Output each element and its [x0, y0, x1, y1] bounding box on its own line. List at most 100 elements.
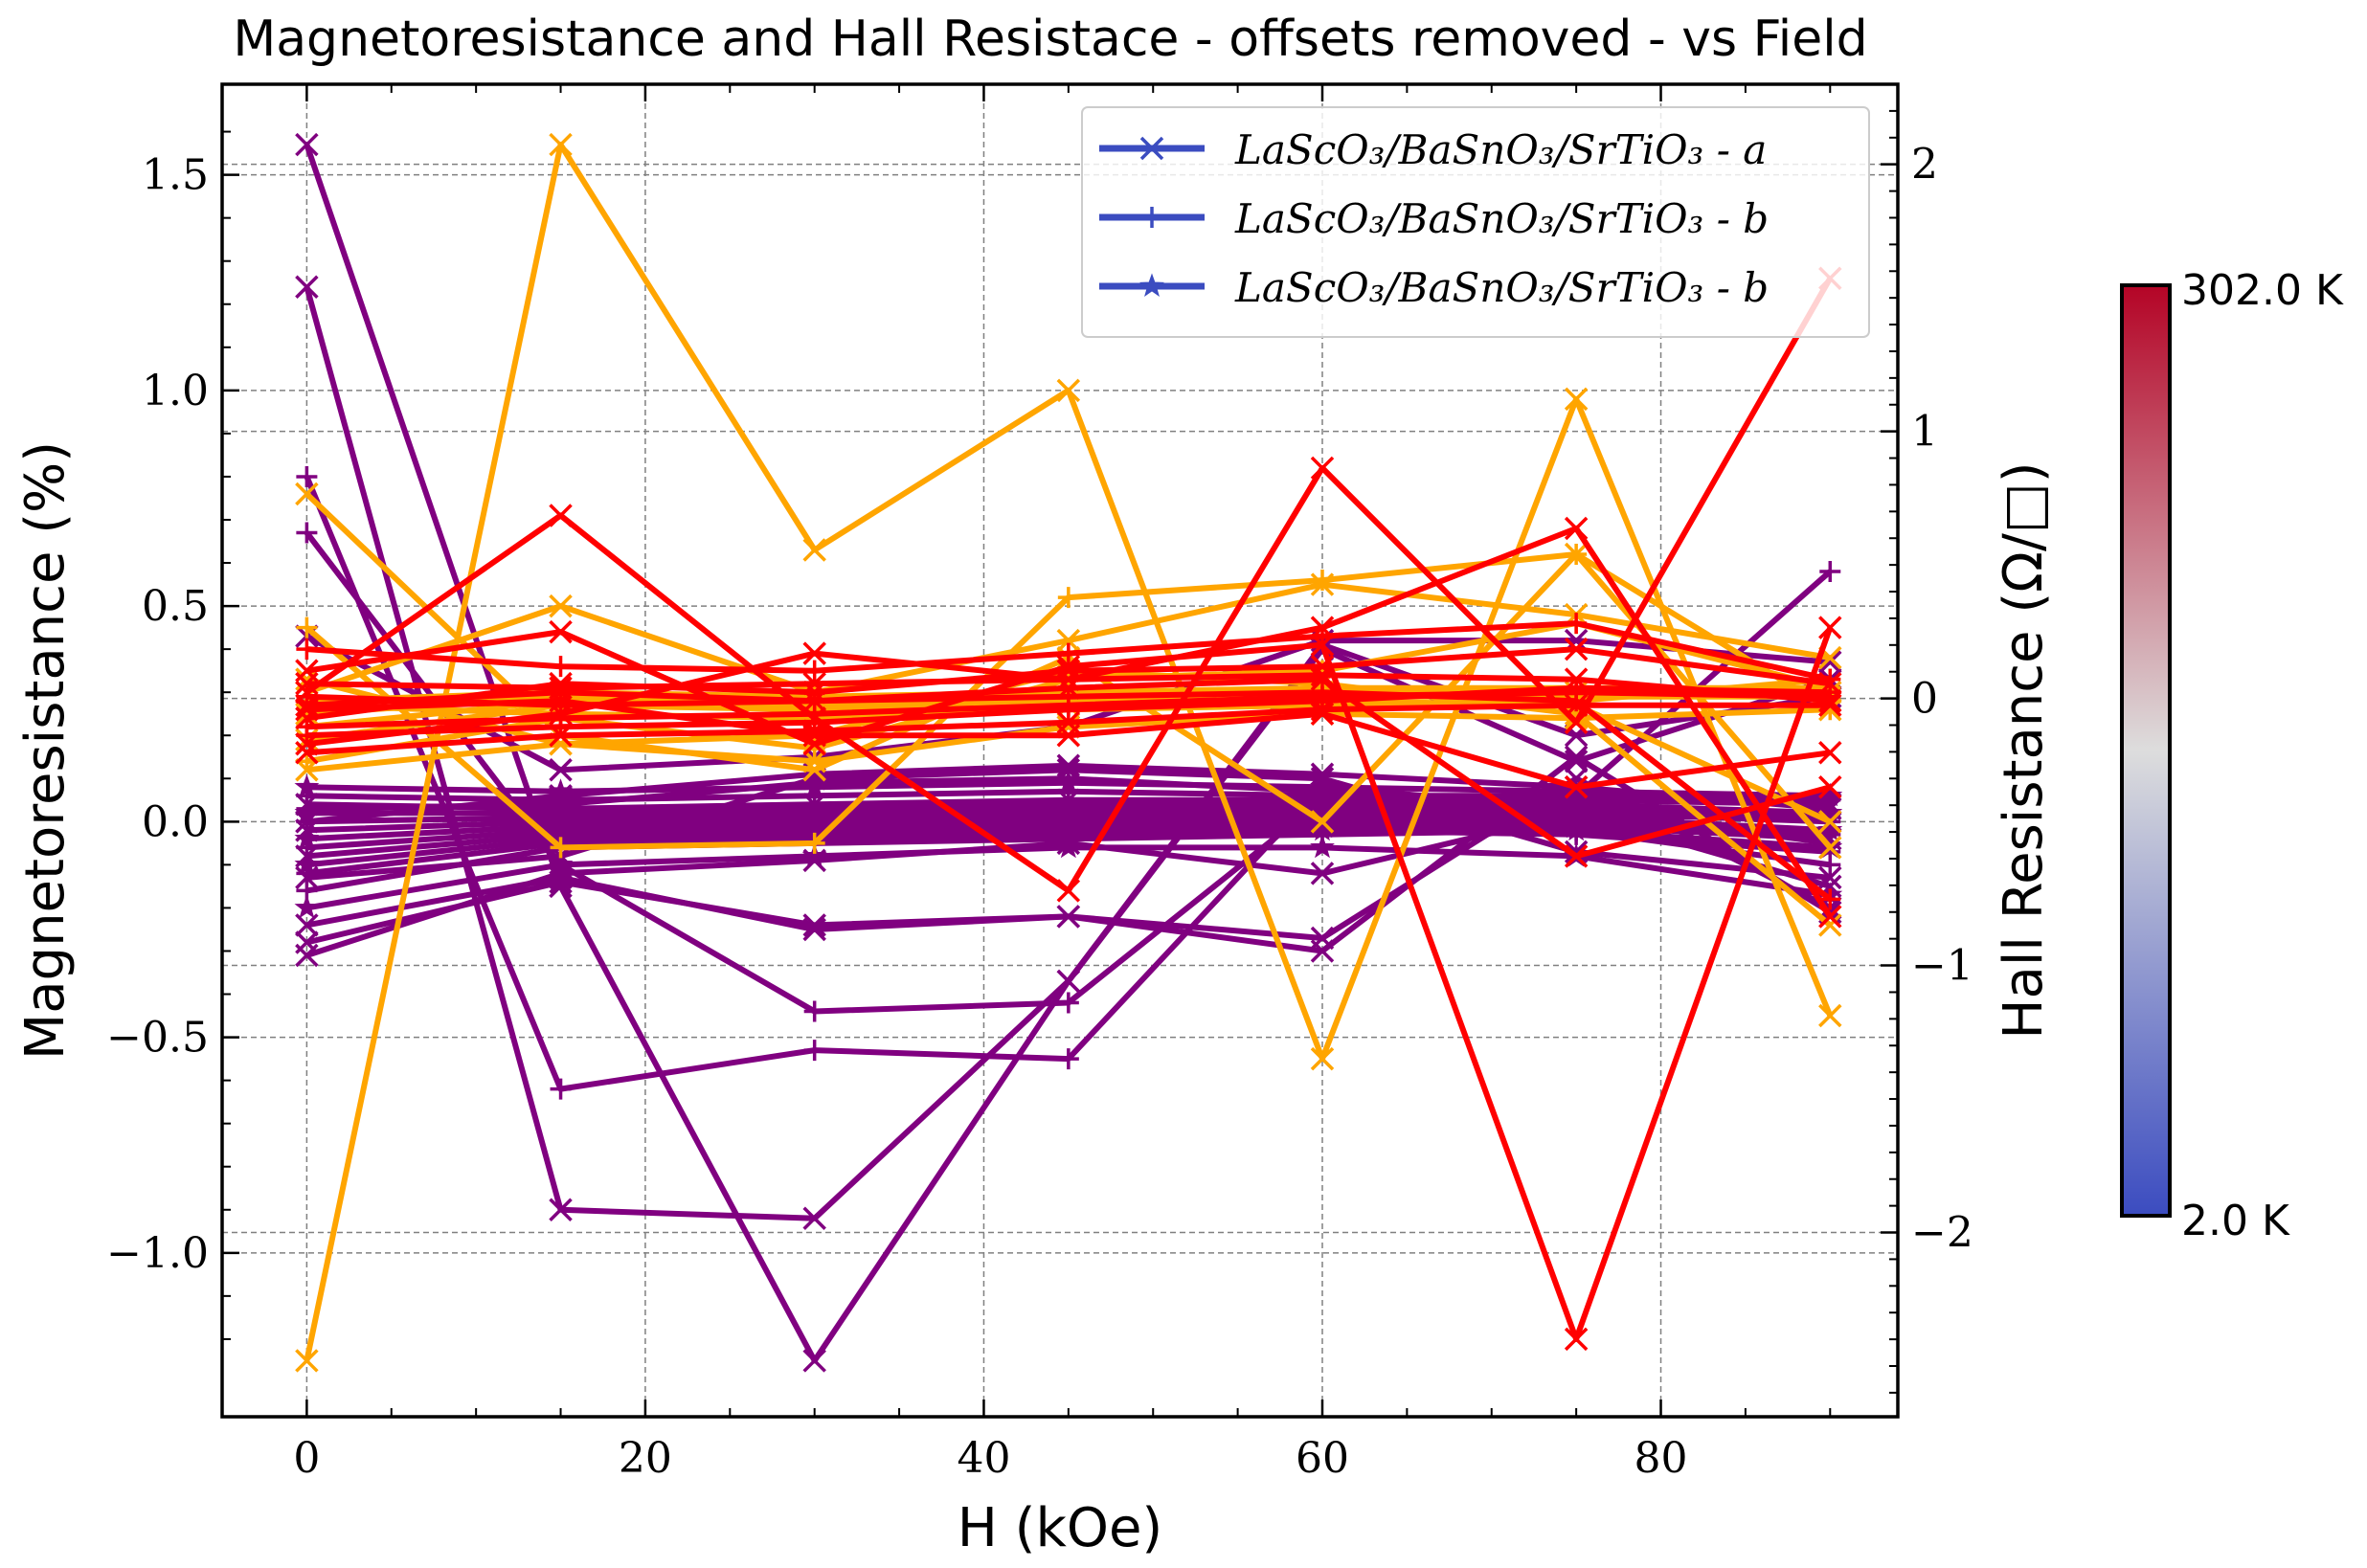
y-tick-label: −1.0 — [106, 1229, 209, 1278]
data-point — [1818, 865, 1842, 890]
data-point — [550, 1078, 572, 1100]
data-point — [1818, 913, 1842, 937]
data-point — [803, 1040, 825, 1062]
data-point — [1564, 745, 1589, 769]
data-point — [802, 1206, 826, 1231]
data-point — [802, 538, 826, 562]
data-point — [296, 638, 318, 661]
data-point — [294, 825, 320, 850]
legend-box — [1081, 106, 1870, 338]
plot-frame — [220, 82, 1900, 1419]
y2-tick-label: −2 — [1911, 1209, 1973, 1258]
data-point — [295, 275, 319, 299]
y2-axis-label: Hall Resistance (Ω/□) — [1993, 461, 2055, 1039]
data-point — [802, 1349, 826, 1373]
y-tick-label: −0.5 — [106, 1014, 209, 1063]
colorbar: 302.0 K 2.0 K — [2120, 266, 2344, 1245]
data-point — [1310, 862, 1335, 885]
data-point — [296, 522, 318, 544]
x-axis-label: H (kOe) — [958, 1497, 1163, 1559]
data-point — [550, 694, 572, 716]
data-point — [1057, 992, 1079, 1014]
data-point — [295, 132, 319, 157]
data-point — [296, 797, 318, 819]
x-tick-label: 40 — [957, 1434, 1010, 1483]
data-point — [803, 660, 825, 682]
data-point — [549, 504, 573, 527]
data-point — [1056, 879, 1081, 903]
data-point — [296, 616, 318, 638]
data-point — [550, 837, 572, 859]
y-axis-label: Magnetoresistance (%) — [14, 441, 77, 1060]
data-point — [1566, 544, 1588, 566]
series-red — [296, 682, 1841, 910]
data-point — [549, 132, 573, 157]
data-point — [1566, 690, 1588, 712]
data-point — [1818, 810, 1842, 834]
data-point — [1564, 710, 1589, 734]
x-tick-label: 80 — [1634, 1434, 1688, 1483]
y2-tick-label: 2 — [1911, 141, 1938, 190]
data-point — [1564, 1327, 1589, 1352]
series-orange — [296, 544, 1841, 859]
data-point — [295, 1349, 319, 1373]
data-point — [549, 1198, 573, 1222]
data-point — [549, 758, 573, 782]
y-tick-label: 1.0 — [142, 367, 209, 415]
data-point — [1056, 628, 1081, 653]
data-point — [1057, 685, 1079, 707]
y-tick-label: 0.5 — [142, 582, 209, 631]
data-point — [549, 865, 573, 890]
legend-label: LaScO₃/BaSnO₃/SrTiO₃ - b — [1234, 195, 1769, 242]
data-point — [802, 719, 826, 743]
data-point — [295, 810, 319, 834]
data-point — [295, 482, 319, 506]
y2-tick-label: 0 — [1911, 675, 1938, 724]
data-point — [549, 680, 573, 705]
data-point — [1818, 836, 1842, 860]
data-point — [1056, 378, 1081, 403]
data-point — [1311, 682, 1333, 704]
data-point — [1564, 516, 1589, 541]
data-point — [1311, 625, 1333, 647]
y-tick-label: 0.0 — [142, 797, 209, 846]
data-point — [802, 913, 826, 937]
data-point — [1310, 939, 1335, 963]
data-point — [1056, 905, 1081, 929]
data-point — [1310, 810, 1335, 834]
data-point — [1564, 637, 1589, 661]
series-red — [296, 613, 1841, 690]
data-point — [549, 723, 573, 748]
series-orange — [295, 132, 1842, 1373]
data-point — [1566, 613, 1588, 635]
y-axis-left: 1.5 1.0 0.5 0.0 −0.5 −1.0 — [106, 130, 239, 1340]
series-line — [304, 285, 1832, 1221]
legend-marker — [1139, 273, 1164, 298]
data-point — [294, 773, 320, 798]
data-point — [802, 641, 826, 665]
legend: LaScO₃/BaSnO₃/SrTiO₃ - a LaScO₃/BaSnO₃/Sr… — [1081, 106, 1870, 338]
data-point — [1564, 840, 1589, 864]
data-point — [1310, 697, 1335, 722]
data-point — [803, 832, 825, 854]
data-point — [295, 913, 319, 937]
data-point — [296, 716, 318, 738]
x-tick-label: 20 — [619, 1434, 672, 1483]
data-point — [1310, 667, 1335, 691]
colorbar-gradient — [2120, 283, 2172, 1218]
y2-tick-label: 1 — [1911, 408, 1938, 457]
data-point — [296, 465, 318, 487]
data-point — [802, 750, 826, 773]
data-point — [1057, 1048, 1079, 1070]
x-tick-label: 0 — [293, 1434, 320, 1483]
series-layer — [294, 132, 1843, 1373]
data-point — [1310, 572, 1335, 596]
data-point — [294, 894, 320, 919]
data-point — [1310, 834, 1335, 859]
legend-entry: LaScO₃/BaSnO₃/SrTiO₃ - b — [1099, 264, 1769, 311]
data-point — [1818, 1003, 1842, 1028]
data-point — [295, 758, 319, 782]
legend-entry: LaScO₃/BaSnO₃/SrTiO₃ - b — [1099, 195, 1769, 242]
data-point — [549, 619, 573, 644]
data-point — [550, 794, 572, 816]
